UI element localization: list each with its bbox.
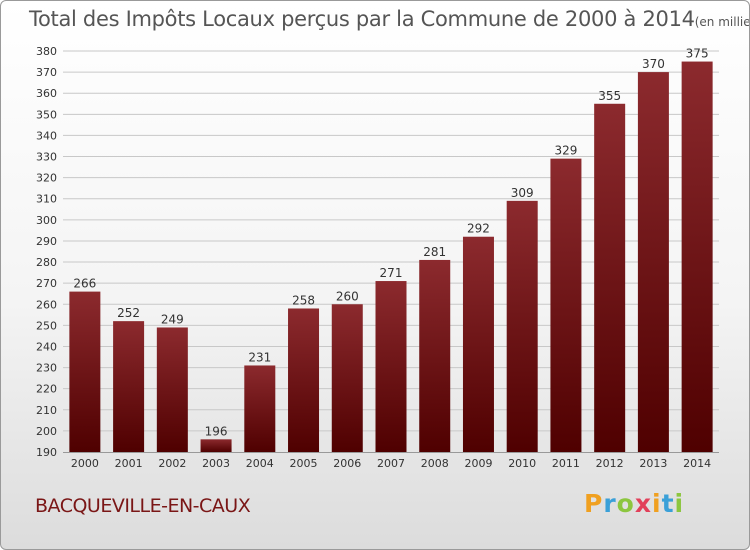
bars [69, 61, 713, 453]
logo-letter: i [674, 489, 685, 518]
data-label: 252 [117, 306, 140, 320]
y-tick-label: 280 [36, 256, 57, 269]
data-label: 281 [423, 245, 446, 259]
bar [375, 281, 407, 452]
commune-name: BACQUEVILLE-EN-CAUX [35, 495, 251, 517]
y-tick-label: 300 [36, 214, 57, 227]
x-tick-label: 2005 [290, 457, 318, 470]
y-tick-label: 230 [36, 362, 57, 375]
data-label: 258 [292, 293, 315, 307]
data-label: 266 [73, 277, 96, 291]
x-tick-label: 2010 [508, 457, 536, 470]
y-tick-label: 240 [36, 340, 57, 353]
data-label: 260 [336, 289, 359, 303]
logo-letter: o [616, 489, 635, 518]
y-axis-ticks: 190 200 210 220 230 240 250 260 270 280 290 300 310 3… [36, 45, 57, 459]
x-tick-label: 2012 [596, 457, 624, 470]
data-labels: 266 252 249 196 231 258 260 271 281 292 309 329 355 3… [73, 47, 708, 439]
x-tick-label: 2009 [464, 457, 492, 470]
x-tick-label: 2001 [115, 457, 143, 470]
bar [506, 200, 538, 452]
y-tick-label: 210 [36, 404, 57, 417]
logo-letter: x [634, 489, 652, 518]
y-tick-label: 190 [36, 446, 57, 459]
y-tick-label: 370 [36, 66, 57, 79]
data-label: 249 [161, 312, 184, 326]
x-tick-label: 2014 [683, 457, 711, 470]
data-label: 196 [205, 424, 228, 438]
y-tick-label: 200 [36, 425, 57, 438]
y-tick-label: 360 [36, 87, 57, 100]
data-label: 355 [598, 89, 621, 103]
bar [462, 236, 494, 452]
data-label: 309 [511, 186, 534, 200]
data-label: 329 [554, 144, 577, 158]
data-label: 231 [248, 350, 271, 364]
y-tick-label: 260 [36, 298, 57, 311]
bar [419, 259, 451, 452]
x-tick-label: 2004 [246, 457, 274, 470]
bar [200, 439, 232, 452]
data-label: 271 [380, 266, 403, 280]
x-axis-ticks: 2000 2001 2002 2003 2004 2005 2006 2007 2008 2009… [71, 457, 711, 470]
bar [331, 304, 363, 452]
logo-letter: P [584, 489, 604, 518]
logo-letter: i [652, 489, 662, 518]
data-label: 375 [686, 47, 709, 61]
logo-letter: r [603, 489, 617, 518]
x-tick-label: 2006 [333, 457, 361, 470]
chart-title: Total des Impôts Locaux perçus par la Co… [29, 7, 695, 31]
y-tick-label: 330 [36, 151, 57, 164]
bar [244, 365, 276, 452]
data-label: 292 [467, 222, 490, 236]
proxiti-logo: Proxiti [584, 489, 684, 518]
y-tick-label: 340 [36, 129, 57, 142]
data-label: 370 [642, 57, 665, 71]
x-tick-label: 2011 [552, 457, 580, 470]
y-tick-label: 220 [36, 383, 57, 396]
bar [637, 72, 669, 453]
title-line: Total des Impôts Locaux perçus par la Co… [29, 7, 750, 31]
bar [594, 103, 626, 453]
y-tick-label: 290 [36, 235, 57, 248]
bar [681, 61, 713, 452]
y-tick-label: 250 [36, 319, 57, 332]
bar [69, 291, 101, 452]
logo-letter: t [661, 489, 675, 518]
x-tick-label: 2007 [377, 457, 405, 470]
x-tick-label: 2003 [202, 457, 230, 470]
bar [113, 321, 145, 452]
y-tick-label: 320 [36, 172, 57, 185]
bar [156, 327, 188, 452]
y-tick-label: 270 [36, 277, 57, 290]
bar [550, 158, 582, 452]
y-tick-label: 310 [36, 193, 57, 206]
y-tick-label: 350 [36, 108, 57, 121]
chart-subtitle: (en milliers d'€) [694, 15, 750, 29]
bar [288, 308, 320, 452]
y-tick-label: 380 [36, 45, 57, 58]
x-tick-label: 2000 [71, 457, 99, 470]
x-tick-label: 2008 [421, 457, 449, 470]
x-tick-label: 2013 [639, 457, 667, 470]
x-tick-label: 2002 [158, 457, 186, 470]
